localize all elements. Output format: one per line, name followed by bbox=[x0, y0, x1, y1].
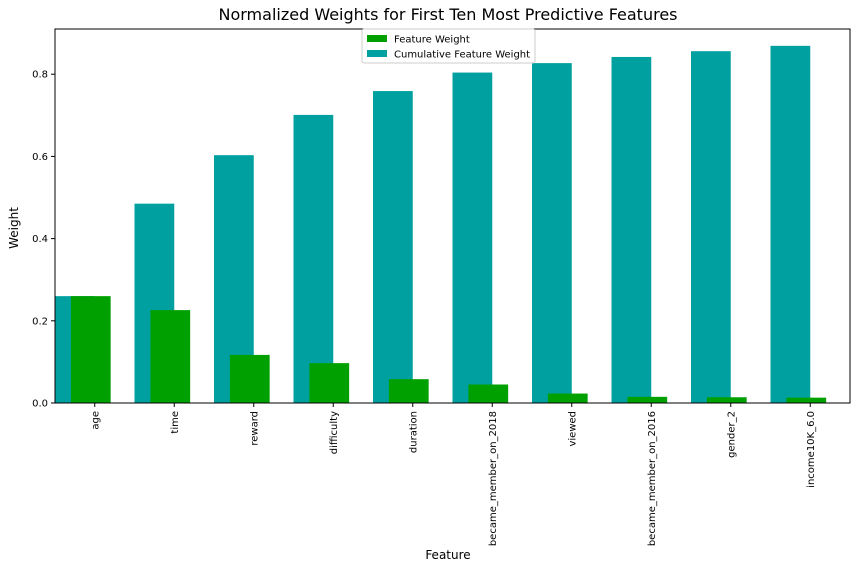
x-tick-label: age bbox=[90, 411, 101, 430]
legend-label: Feature Weight bbox=[394, 35, 470, 46]
legend-swatch bbox=[367, 50, 387, 57]
x-axis-title: Feature bbox=[425, 548, 470, 562]
x-tick-label: became_member_on_2018 bbox=[488, 411, 499, 546]
legend-swatch bbox=[367, 35, 387, 42]
legend: Feature Weight Cumulative Feature Weight bbox=[361, 28, 536, 64]
x-axis: age time reward difficulty duration became_me… bbox=[90, 403, 817, 546]
x-tick-label: gender_2 bbox=[726, 411, 737, 458]
x-tick-label: duration bbox=[408, 411, 419, 453]
y-axis-title: Weight bbox=[7, 207, 21, 249]
x-tick-label: viewed bbox=[567, 411, 578, 447]
x-tick-label: reward bbox=[249, 411, 260, 446]
x-tick-label: income10K_6.0 bbox=[806, 411, 817, 488]
y-tick-label: 0.6 bbox=[32, 152, 48, 163]
bar-cumulative-9 bbox=[770, 45, 811, 403]
bar-feature-weight-4 bbox=[388, 379, 429, 403]
bar-cumulative-3 bbox=[293, 114, 334, 404]
bar-feature-weight-5 bbox=[468, 384, 509, 403]
bar-feature-weight-9 bbox=[786, 397, 827, 403]
y-axis: 0.0 0.2 0.4 0.6 0.8 bbox=[32, 70, 55, 410]
bar-cumulative-5 bbox=[452, 72, 493, 404]
bar-feature-weight-3 bbox=[309, 363, 350, 403]
bars-group bbox=[55, 45, 827, 404]
bar-cumulative-6 bbox=[532, 63, 572, 403]
x-tick-label: became_member_on_2016 bbox=[647, 411, 658, 546]
bar-feature-weight-7 bbox=[627, 396, 668, 403]
y-tick-label: 0.2 bbox=[32, 316, 48, 327]
bar-cumulative-7 bbox=[611, 56, 652, 403]
y-tick-label: 0.8 bbox=[32, 70, 48, 81]
bar-feature-weight-0 bbox=[70, 296, 111, 403]
bar-cumulative-8 bbox=[691, 51, 731, 403]
bar-feature-weight-2 bbox=[229, 354, 270, 403]
chart-title: Normalized Weights for First Ten Most Pr… bbox=[219, 5, 678, 24]
y-tick-label: 0.0 bbox=[32, 399, 48, 410]
x-tick-label: difficulty bbox=[329, 411, 340, 454]
bar-feature-weight-6 bbox=[547, 393, 588, 403]
y-tick-label: 0.4 bbox=[32, 234, 48, 245]
legend-box bbox=[361, 28, 536, 64]
bar-feature-weight-1 bbox=[150, 310, 191, 403]
bar-feature-weight-8 bbox=[706, 397, 747, 403]
x-tick-label: time bbox=[170, 411, 181, 434]
bar-cumulative-4 bbox=[373, 91, 413, 404]
legend-label: Cumulative Feature Weight bbox=[394, 50, 530, 61]
